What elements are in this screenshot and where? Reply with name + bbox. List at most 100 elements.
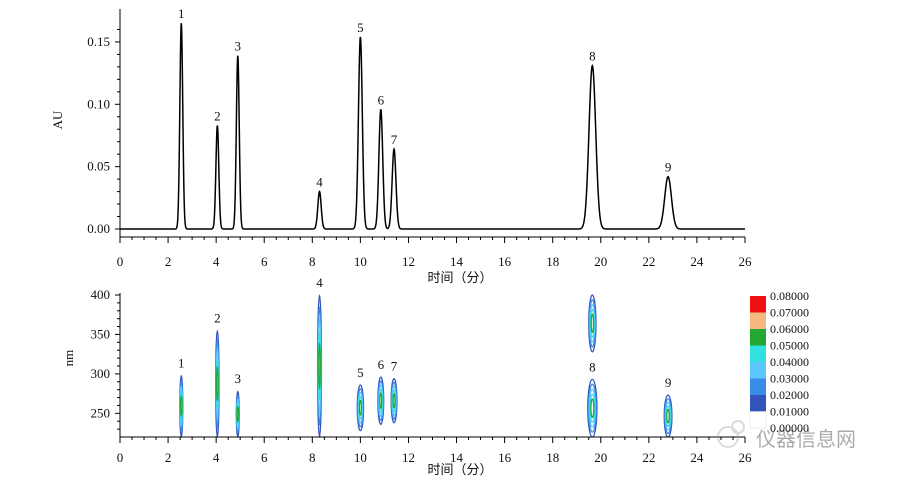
chromatogram-x-tick-label: 22: [642, 254, 655, 269]
colorbar-label: 0.03000: [770, 372, 809, 386]
contour-peak-label: 9: [665, 375, 672, 390]
colorbar-swatch: [750, 329, 766, 346]
chromatogram-chart: 0.000.050.100.150 2 4 6 8 10 12 14 16 18 20 22 24 26 …: [50, 6, 752, 285]
colorbar-swatch: [749, 411, 767, 429]
contour-peak-label: 6: [378, 357, 385, 372]
colorbar-label: 0.07000: [770, 306, 809, 320]
colorbar-label: 0.02000: [770, 388, 809, 402]
contour-peak-label: 5: [357, 365, 364, 380]
chromatogram-x-tick-label: 20: [594, 254, 607, 269]
contour-y-tick-label: 350: [91, 326, 111, 341]
contour-peak: [356, 384, 365, 432]
chromatogram-peak-label: 5: [357, 20, 364, 35]
contour-ring: [392, 392, 396, 409]
chromatogram-peak-label: 6: [378, 92, 385, 107]
colorbar-label: 0.05000: [770, 339, 809, 353]
chromatogram-x-axis-title: 时间（分）: [427, 270, 492, 285]
contour-y-tick-label: 300: [91, 366, 111, 381]
chromatogram-peak-labels: 1 2 3 4 5 6 7 8 9: [178, 6, 671, 189]
chromatogram-y-tick-label: 0.00: [87, 221, 110, 236]
chromatogram-y-tick-label: 0.15: [87, 34, 110, 49]
contour-peak-label: 3: [235, 371, 242, 386]
contour-peak-labels: 1 2 3 4 56 7 8 9: [178, 275, 671, 390]
contour-spots: [179, 294, 673, 438]
contour-ring: [358, 399, 363, 416]
contour-ring: [664, 398, 672, 435]
colorbar-label: 0.04000: [770, 355, 809, 369]
contour-x-tick-label: 24: [690, 450, 704, 465]
colorbar-swatch: [750, 312, 766, 329]
contour-x-tick-label: 0: [117, 450, 124, 465]
chromatogram-peak-label: 3: [235, 39, 242, 54]
contour-x-tick-label: 10: [354, 450, 367, 465]
contour-peak: [390, 377, 398, 424]
contour-x-tick-label: 16: [498, 450, 512, 465]
chromatogram-axes: 0.000.050.100.150 2 4 6 8 10 12 14 16 18 20 22 24 26: [87, 9, 752, 269]
contour-peak-label: 4: [316, 275, 323, 290]
chromatogram-x-tick-label: 18: [546, 254, 559, 269]
colorbar-label: 0.08000: [770, 289, 809, 303]
colorbar-swatch: [750, 378, 766, 395]
chromatogram-x-tick-label: 4: [213, 254, 220, 269]
contour-x-tick-label: 22: [642, 450, 655, 465]
contour-ring: [587, 383, 597, 433]
watermark-text: 仪器信息网: [756, 427, 856, 451]
chromatogram-x-tick-label: 24: [690, 254, 704, 269]
contour-ring: [665, 405, 671, 427]
contour-x-tick-label: 20: [594, 450, 607, 465]
chromatogram-x-tick-label: 2: [165, 254, 172, 269]
contour-ring: [588, 388, 597, 428]
chromatogram-x-tick-label: 26: [739, 254, 753, 269]
colorbar-swatch: [750, 395, 766, 412]
contour-x-tick-label: 18: [546, 450, 559, 465]
chromatogram-peak-label: 7: [391, 132, 398, 147]
colorbar-label: 0.00000: [770, 421, 809, 435]
chromatogram-x-tick-label: 14: [450, 254, 464, 269]
contour-x-tick-label: 26: [739, 450, 753, 465]
contour-peak-label: 2: [214, 311, 221, 326]
contour-ring: [318, 342, 321, 390]
chromatogram-y-tick-label: 0.05: [87, 159, 110, 174]
contour-x-tick-label: 2: [165, 450, 172, 465]
contour-peak-label: 1: [178, 355, 185, 370]
colorbar-swatch: [750, 296, 766, 313]
chromatogram-x-tick-label: 10: [354, 254, 367, 269]
contour-ring: [590, 313, 595, 334]
contour-peak: [377, 376, 385, 426]
contour-y-axis-title: nm: [61, 350, 76, 367]
contour-peak: [179, 374, 184, 438]
contour-ring: [236, 406, 240, 423]
watermark-logo: [717, 420, 745, 448]
contour-peak-label: 7: [391, 359, 398, 374]
contour-y-tick-label: 400: [91, 287, 111, 302]
chromatogram-peak-label: 4: [316, 175, 323, 190]
watermark: 仪器信息网: [717, 420, 856, 451]
colorbar-swatch: [750, 345, 766, 362]
contour-y-tick-label: 250: [91, 405, 111, 420]
contour-x-tick-label: 8: [309, 450, 316, 465]
chromatogram-peak-label: 9: [665, 160, 672, 175]
chromatogram-x-tick-label: 16: [498, 254, 512, 269]
chromatogram-peak-label: 2: [214, 108, 221, 123]
contour-ring: [179, 395, 183, 417]
contour-ring: [215, 366, 219, 402]
contour-peak: [587, 378, 598, 438]
contour-ring: [589, 393, 596, 423]
chromatogram-x-tick-label: 0: [117, 254, 124, 269]
chromatogram-y-axis-title: AU: [50, 110, 65, 129]
contour-x-tick-label: 6: [261, 450, 268, 465]
contour-x-tick-label: 14: [450, 450, 464, 465]
chromatogram-x-tick-label: 12: [402, 254, 415, 269]
chromatogram-trace: [120, 23, 745, 230]
contour-x-tick-label: 12: [402, 450, 415, 465]
contour-ring: [664, 401, 672, 431]
colorbar-label: 0.01000: [770, 405, 809, 419]
chromatogram-y-tick-label: 0.10: [87, 96, 110, 111]
colorbar-swatch: [750, 362, 766, 379]
contour-peak-label: 8: [589, 359, 596, 374]
chromatogram-peak-label: 8: [589, 49, 596, 64]
contour-ring: [666, 408, 670, 424]
